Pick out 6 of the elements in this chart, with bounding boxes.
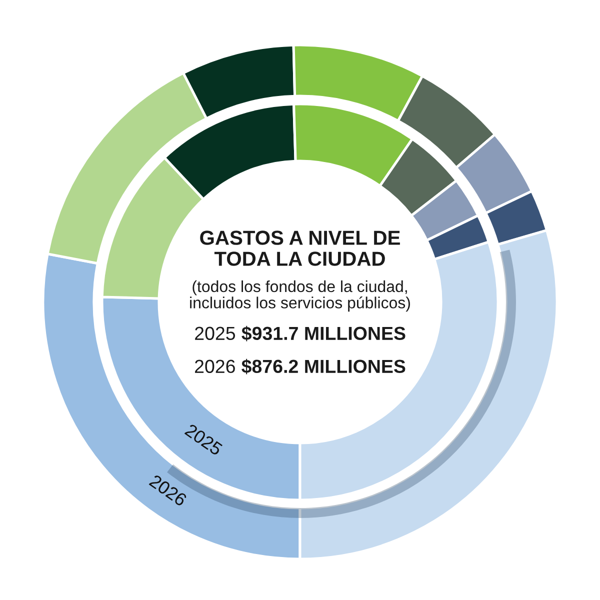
text: (todos los fondos de la ciudad, incluidos los servicios públicos)	[190, 280, 410, 312]
text: 2026 $876.2 MILLIONES	[195, 358, 406, 374]
text: GASTOS A NIVEL DE TODA LA CIUDAD	[200, 230, 400, 266]
slice-label: 2026	[148, 474, 188, 507]
text: 2025 $931.7 MILLIONES	[195, 326, 406, 342]
slice-label: 2025	[184, 423, 224, 456]
